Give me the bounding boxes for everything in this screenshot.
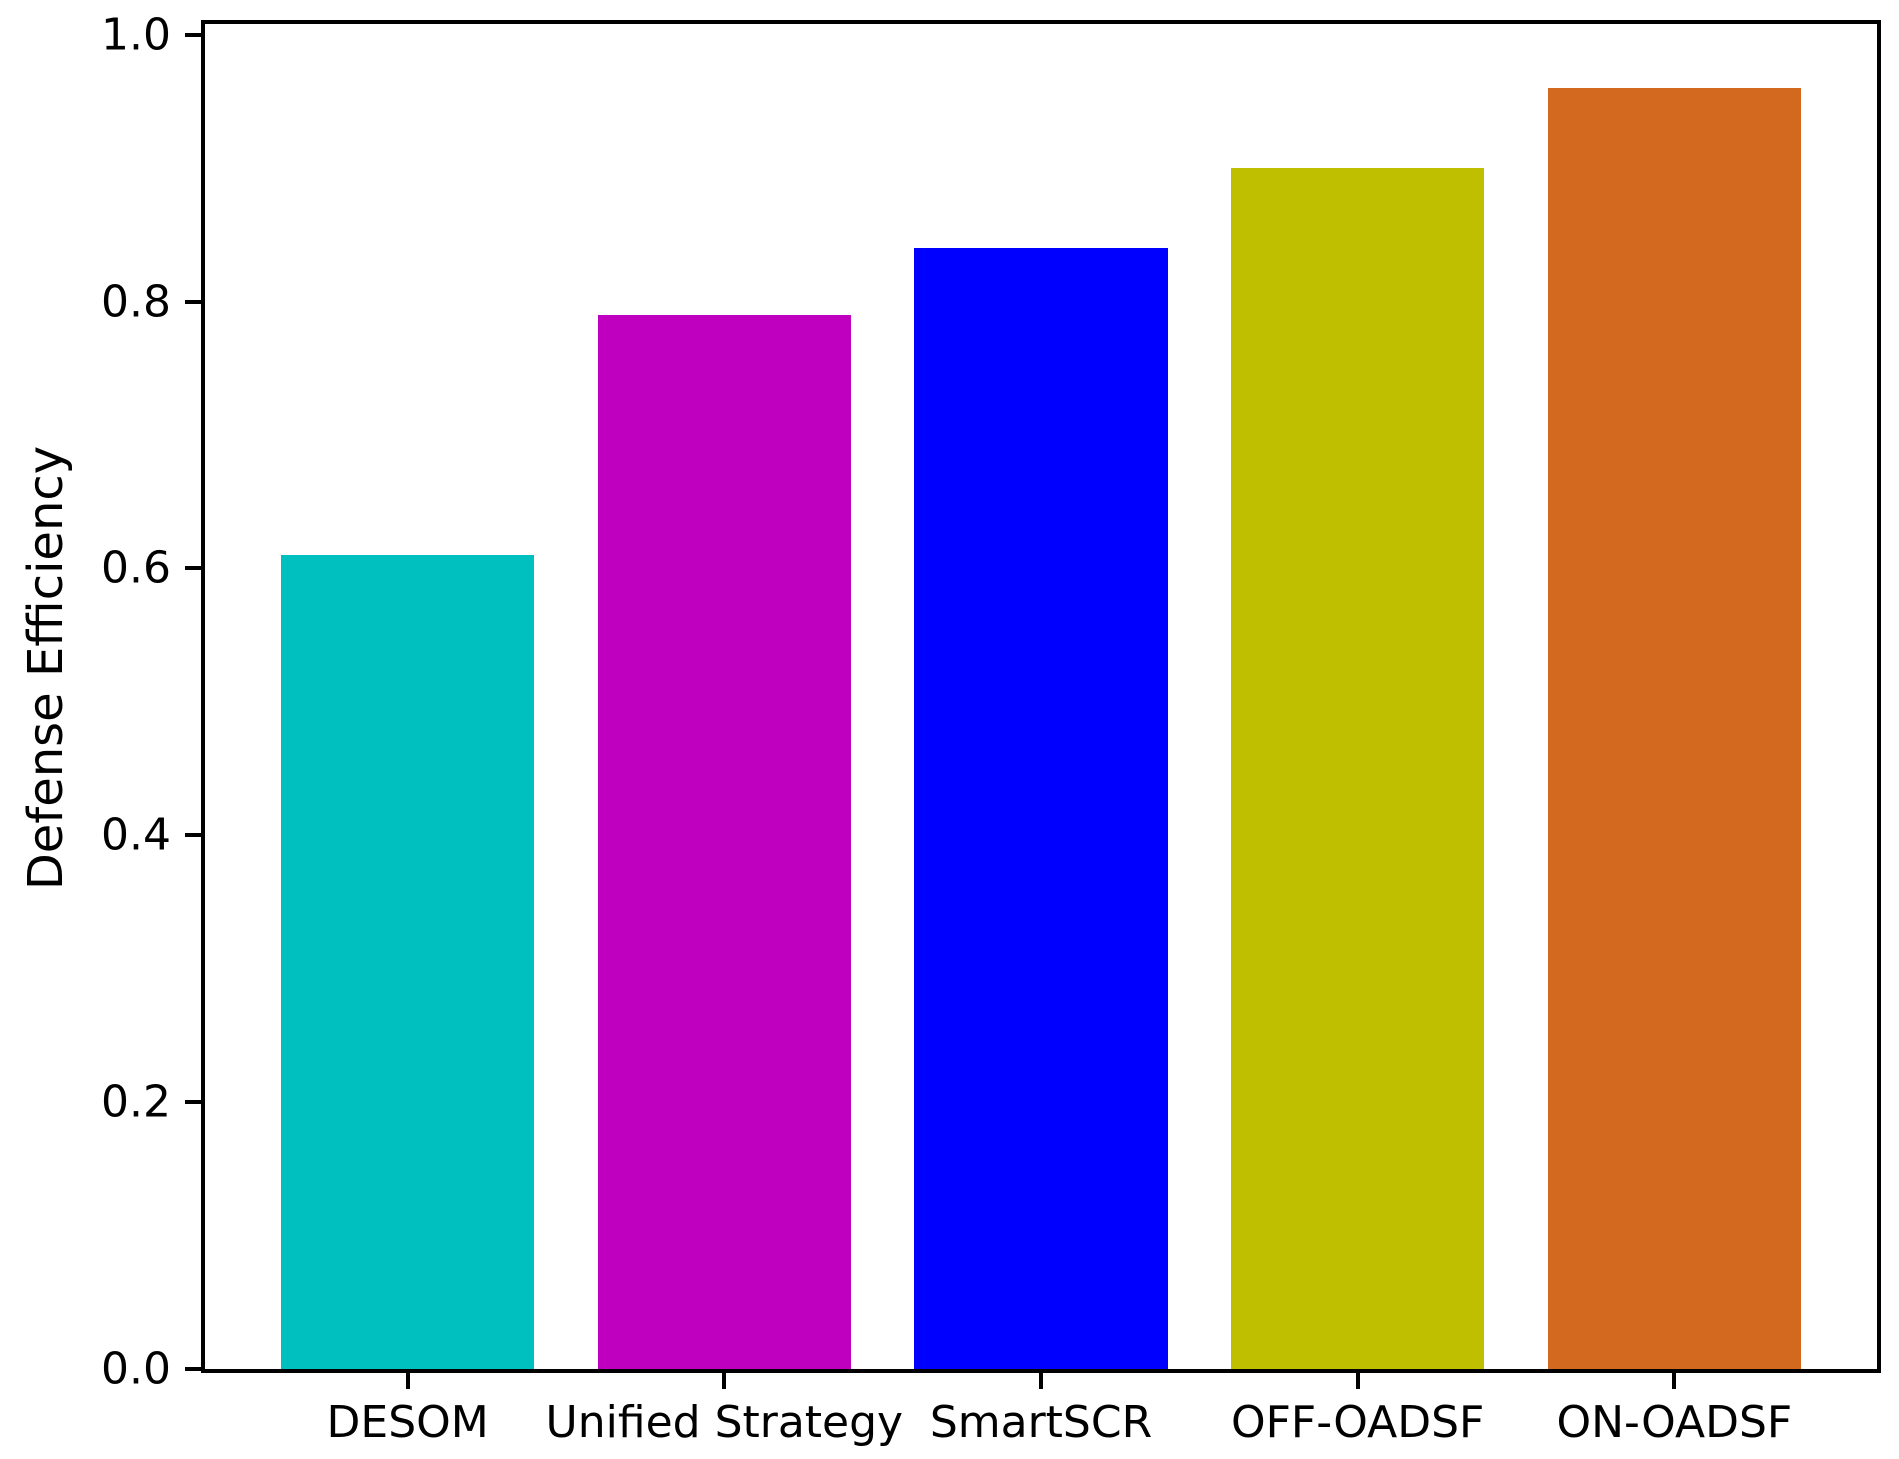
y-tick-label: 1.0 bbox=[101, 9, 171, 61]
y-tick-label: 0.0 bbox=[101, 1343, 171, 1395]
y-tick-mark bbox=[185, 1100, 201, 1105]
x-tick-label-unified-strategy: Unified Strategy bbox=[545, 1397, 904, 1448]
y-tick-label: 0.6 bbox=[101, 542, 171, 594]
y-tick-label: 0.4 bbox=[101, 809, 171, 861]
y-tick-mark bbox=[185, 32, 201, 37]
bar-unified-strategy bbox=[597, 314, 851, 1369]
x-tick-mark bbox=[405, 1373, 410, 1389]
y-tick-label: 0.8 bbox=[101, 276, 171, 328]
plot-area: 0.0 0.2 0.4 0.6 0.8 1.0 DESOM Unified Strategy S… bbox=[101, 9, 1881, 1448]
x-tick-label-desom: DESOM bbox=[326, 1397, 489, 1448]
bar-on-oadsf bbox=[1547, 88, 1801, 1369]
bar-off-oadsf bbox=[1231, 168, 1485, 1369]
x-tick-mark bbox=[722, 1373, 727, 1389]
x-tick-mark bbox=[1672, 1373, 1677, 1389]
x-tick-mark bbox=[1355, 1373, 1360, 1389]
y-tick-mark bbox=[185, 1367, 201, 1371]
x-tick-label-smartscr: SmartSCR bbox=[929, 1397, 1153, 1448]
bar-desom bbox=[281, 555, 535, 1369]
bar-smartscr bbox=[914, 248, 1168, 1369]
x-tick-label-off-oadsf: OFF-OADSF bbox=[1230, 1397, 1485, 1448]
x-tick-label-on-oadsf: ON-OADSF bbox=[1556, 1397, 1793, 1448]
y-tick-label: 0.2 bbox=[101, 1076, 171, 1128]
y-axis-title: Defense Efficiency bbox=[18, 445, 74, 891]
y-tick-mark bbox=[185, 299, 201, 304]
y-tick-mark bbox=[185, 566, 201, 571]
y-tick-mark bbox=[185, 833, 201, 838]
x-tick-mark bbox=[1039, 1373, 1043, 1389]
